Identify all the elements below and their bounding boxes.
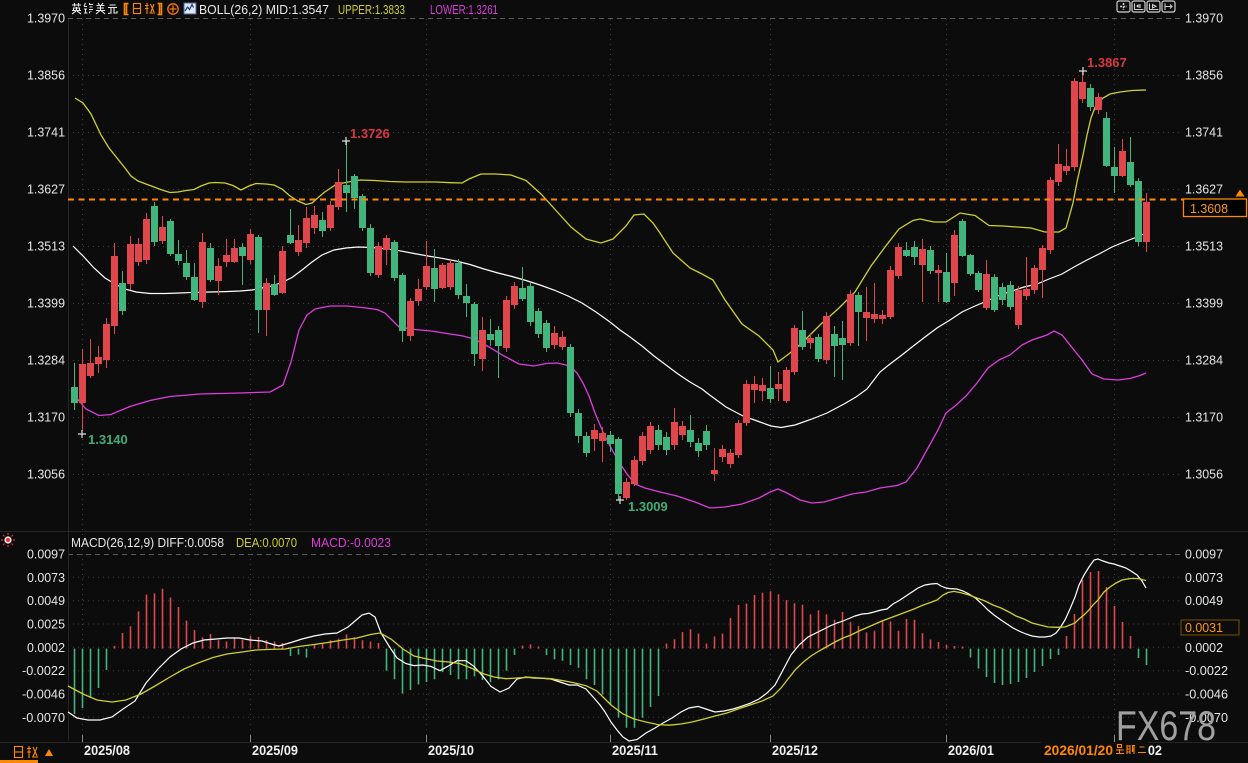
svg-text:1.3741: 1.3741 (1185, 125, 1223, 140)
svg-text:0.0031: 0.0031 (1185, 620, 1223, 635)
svg-text:1.3970: 1.3970 (1185, 11, 1223, 26)
svg-text:0.0002: 0.0002 (27, 640, 65, 655)
svg-text:-0.0046: -0.0046 (1185, 686, 1228, 701)
svg-text:1.3056: 1.3056 (1185, 467, 1223, 482)
svg-text:1.3170: 1.3170 (27, 410, 65, 425)
svg-text:BOLL(26,2) MID:1.3547: BOLL(26,2) MID:1.3547 (199, 2, 329, 17)
svg-text:-0.0070: -0.0070 (1185, 710, 1228, 725)
svg-text:-0.0070: -0.0070 (22, 710, 65, 725)
svg-text:1.3726: 1.3726 (350, 126, 390, 141)
svg-text:2025/12: 2025/12 (772, 743, 818, 758)
svg-text:1.3856: 1.3856 (27, 68, 65, 83)
svg-text:1.3056: 1.3056 (27, 467, 65, 482)
svg-text:0.0049: 0.0049 (1185, 593, 1223, 608)
svg-text:0.0097: 0.0097 (1185, 547, 1223, 562)
svg-text:1.3627: 1.3627 (1185, 182, 1223, 197)
svg-text:-0.0022: -0.0022 (22, 663, 65, 678)
svg-text:1.3627: 1.3627 (27, 182, 65, 197)
svg-text:0.0025: 0.0025 (27, 616, 65, 631)
svg-text:LOWER:1.3261: LOWER:1.3261 (430, 2, 498, 17)
svg-text:1.3856: 1.3856 (1185, 68, 1223, 83)
svg-text:2025/08: 2025/08 (84, 743, 130, 758)
svg-text:2025/11: 2025/11 (612, 743, 658, 758)
svg-text:1.3009: 1.3009 (628, 499, 668, 514)
svg-text:1.3284: 1.3284 (1185, 353, 1223, 368)
svg-text:1.3970: 1.3970 (27, 11, 65, 26)
svg-text:0.0097: 0.0097 (27, 547, 65, 562)
svg-text:1.3284: 1.3284 (27, 353, 65, 368)
svg-text:1.3399: 1.3399 (27, 296, 65, 311)
svg-text:DEA:0.0070: DEA:0.0070 (236, 535, 297, 550)
svg-text:1.3140: 1.3140 (88, 432, 128, 447)
svg-text:2025/09: 2025/09 (252, 743, 298, 758)
svg-text:2025/10: 2025/10 (428, 743, 474, 758)
svg-text:1.3170: 1.3170 (1185, 410, 1223, 425)
svg-text:2026/01: 2026/01 (948, 743, 994, 758)
svg-text:0.0073: 0.0073 (1185, 570, 1223, 585)
svg-text:0.0002: 0.0002 (1185, 640, 1223, 655)
svg-text:1.3513: 1.3513 (1185, 239, 1223, 254)
svg-text:1.3608: 1.3608 (1190, 201, 1228, 216)
svg-text:MACD:-0.0023: MACD:-0.0023 (311, 535, 391, 550)
svg-text:0.0049: 0.0049 (27, 593, 65, 608)
svg-text:1.3867: 1.3867 (1087, 55, 1127, 70)
svg-text:1.3741: 1.3741 (27, 125, 65, 140)
svg-text:1.3399: 1.3399 (1185, 296, 1223, 311)
svg-text:-0.0046: -0.0046 (22, 686, 65, 701)
svg-text:UPPER:1.3833: UPPER:1.3833 (338, 2, 405, 17)
svg-text:2026/01/20: 2026/01/20 (1044, 743, 1113, 758)
svg-text:1.3513: 1.3513 (27, 239, 65, 254)
svg-text:FX678: FX678 (1116, 702, 1216, 749)
svg-text:MACD(26,12,9) DIFF:0.0058: MACD(26,12,9) DIFF:0.0058 (71, 535, 224, 550)
svg-text:-0.0022: -0.0022 (1185, 663, 1228, 678)
svg-text:0.0073: 0.0073 (27, 570, 65, 585)
